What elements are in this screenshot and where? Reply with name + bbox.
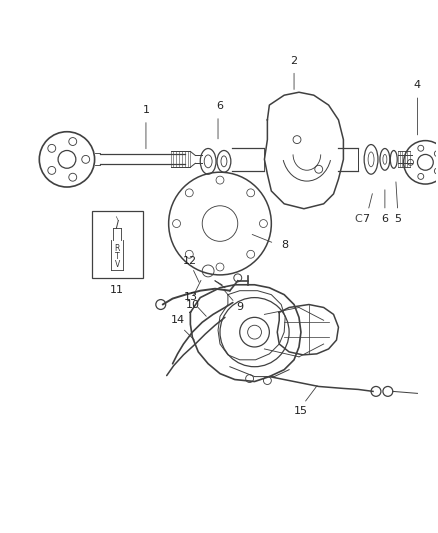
Bar xyxy=(92,211,143,278)
Text: 10: 10 xyxy=(185,300,199,310)
Text: R: R xyxy=(114,244,120,253)
Text: 14: 14 xyxy=(170,316,184,325)
Text: 6: 6 xyxy=(216,101,223,111)
Text: C: C xyxy=(353,214,361,224)
Text: T: T xyxy=(115,252,119,261)
Text: 7: 7 xyxy=(362,214,369,224)
Text: 9: 9 xyxy=(236,302,243,312)
Text: 13: 13 xyxy=(183,292,197,302)
Text: 12: 12 xyxy=(183,256,197,266)
Text: 15: 15 xyxy=(293,406,307,416)
Text: 5: 5 xyxy=(393,214,400,224)
Text: 4: 4 xyxy=(413,80,420,90)
Text: 8: 8 xyxy=(281,240,288,251)
Text: 1: 1 xyxy=(142,105,149,115)
Text: V: V xyxy=(114,260,120,269)
Text: 11: 11 xyxy=(110,285,124,295)
Text: 6: 6 xyxy=(381,214,388,224)
Text: 2: 2 xyxy=(290,55,297,66)
